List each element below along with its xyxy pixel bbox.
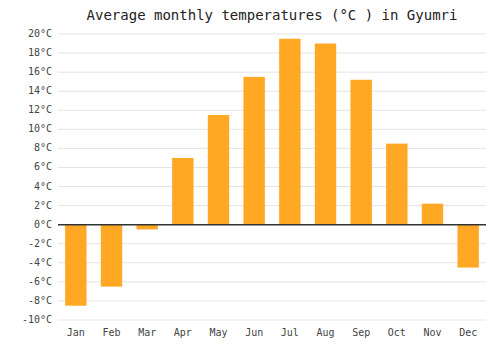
- y-tick-label: 10°C: [28, 123, 52, 134]
- y-tick-label: 16°C: [28, 66, 52, 77]
- grid-line: [58, 110, 486, 111]
- x-tick-label: Feb: [102, 327, 120, 338]
- bar: [172, 158, 193, 225]
- y-tick-label: -8°C: [28, 295, 52, 306]
- x-tick-label: Sep: [352, 327, 370, 338]
- bar: [386, 144, 407, 225]
- x-tick-label: Dec: [459, 327, 477, 338]
- grid-line: [58, 320, 486, 321]
- y-tick-label: 20°C: [28, 28, 52, 39]
- y-tick-label: -2°C: [28, 238, 52, 249]
- y-tick-label: -10°C: [22, 314, 52, 325]
- grid-line: [58, 167, 486, 168]
- y-tick-label: 8°C: [34, 142, 52, 153]
- title: Average monthly temperatures (°C ) in Gy…: [87, 7, 458, 23]
- grid: [58, 34, 486, 320]
- bar: [279, 39, 300, 225]
- y-tick-label: 2°C: [34, 200, 52, 211]
- x-tick-label: Nov: [423, 327, 441, 338]
- y-tick-label: 6°C: [34, 161, 52, 172]
- bar: [65, 225, 86, 306]
- grid-line: [58, 72, 486, 73]
- bars: [65, 39, 479, 306]
- bar: [101, 225, 122, 287]
- grid-line: [58, 129, 486, 130]
- chart-svg: Average monthly temperatures (°C ) in Gy…: [0, 0, 500, 350]
- grid-line: [58, 53, 486, 54]
- x-tick-label: Jun: [245, 327, 263, 338]
- chart-container: Average monthly temperatures (°C ) in Gy…: [0, 0, 500, 350]
- bar: [243, 77, 264, 225]
- zero-line: [58, 224, 486, 226]
- grid-line: [58, 186, 486, 187]
- y-tick-label: 18°C: [28, 47, 52, 58]
- grid-line: [58, 34, 486, 35]
- bar: [350, 80, 371, 225]
- grid-line: [58, 91, 486, 92]
- x-tick-label: Oct: [388, 327, 406, 338]
- x-tick-label: Apr: [174, 327, 192, 338]
- y-tick-label: -6°C: [28, 276, 52, 287]
- y-tick-label: 12°C: [28, 104, 52, 115]
- bar: [315, 44, 336, 225]
- x-tick-label: Jan: [67, 327, 85, 338]
- bar: [208, 115, 229, 225]
- grid-line: [58, 148, 486, 149]
- x-tick-label: Aug: [316, 327, 334, 338]
- grid-line: [58, 300, 486, 301]
- grid-line: [58, 224, 486, 225]
- x-tick-label: Mar: [138, 327, 156, 338]
- y-tick-label: 4°C: [34, 181, 52, 192]
- y-tick-label: -4°C: [28, 257, 52, 268]
- x-tick-label: Jul: [281, 327, 299, 338]
- bar: [457, 225, 478, 268]
- bar: [422, 204, 443, 225]
- x-tick-label: May: [209, 327, 227, 338]
- y-tick-label: 14°C: [28, 85, 52, 96]
- y-tick-label: 0°C: [34, 219, 52, 230]
